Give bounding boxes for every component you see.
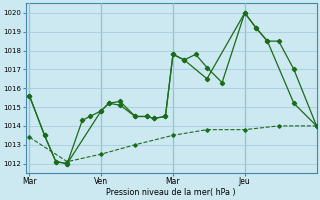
X-axis label: Pression niveau de la mer( hPa ): Pression niveau de la mer( hPa ) [106, 188, 236, 197]
